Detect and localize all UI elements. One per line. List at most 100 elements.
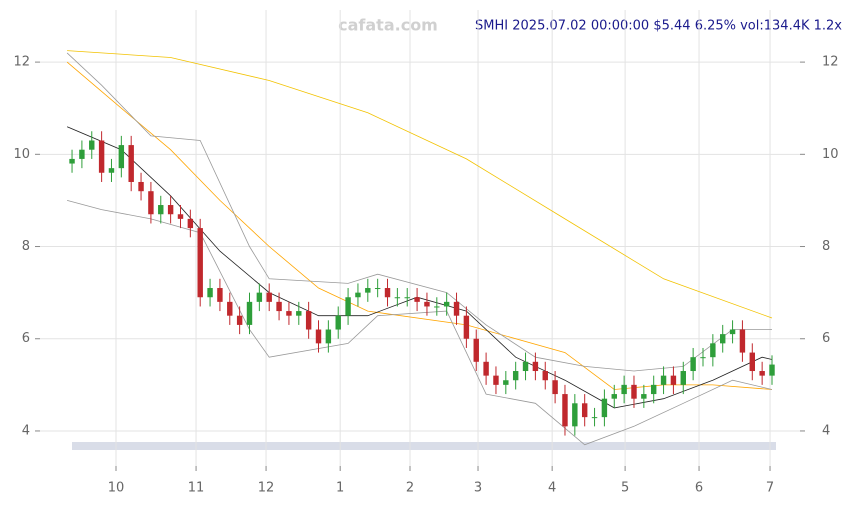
candle-body — [453, 301, 460, 316]
candle-body — [621, 384, 627, 395]
candle-body — [374, 288, 381, 290]
candle-body — [581, 403, 588, 418]
x-tick-label: 3 — [474, 481, 482, 496]
x-tick-label: 10 — [108, 481, 125, 496]
candle-body — [404, 297, 410, 299]
indicator-line — [66, 52, 772, 372]
x-tick-label: 5 — [621, 481, 629, 496]
candle-body — [700, 357, 706, 359]
candle-body — [315, 329, 322, 344]
candle-body — [749, 352, 755, 372]
candle-body — [572, 403, 578, 427]
candle-body — [759, 371, 765, 376]
indicator-line — [66, 126, 773, 409]
x-tick-label: 6 — [695, 481, 703, 496]
candle-body — [729, 329, 736, 335]
candle-body — [286, 311, 292, 316]
candle-body — [394, 297, 401, 299]
candle-body — [296, 311, 302, 316]
candle-body — [148, 191, 154, 215]
candle-body — [118, 145, 125, 169]
indicator-line — [67, 50, 773, 319]
y-tick-label: 12 — [822, 55, 839, 70]
x-tick-label: 2 — [406, 481, 414, 496]
candle-body — [187, 218, 194, 229]
candle-body — [276, 301, 282, 312]
x-tick-label: 4 — [548, 481, 556, 496]
y-tick-label: 6 — [22, 331, 30, 346]
candle-body — [641, 394, 647, 399]
candle-body — [236, 315, 243, 325]
candle-body — [335, 315, 341, 330]
candle-body — [325, 329, 332, 344]
candle-body — [345, 297, 351, 316]
candle-body — [424, 301, 430, 307]
candle-body — [611, 394, 617, 399]
watermark: cafata.com — [338, 16, 438, 35]
candle-body — [463, 315, 470, 339]
candle-body — [79, 149, 85, 159]
x-tick-label: 7 — [766, 481, 774, 496]
candle-body — [69, 158, 75, 164]
candle-body — [710, 343, 716, 358]
candle-body — [207, 288, 213, 298]
candle-body — [355, 292, 361, 298]
y-tick-label: 4 — [822, 423, 830, 438]
candle-body — [434, 306, 440, 308]
candle-body — [197, 228, 203, 298]
y-tick-label: 8 — [22, 239, 30, 254]
candle-body — [660, 375, 667, 385]
candle-body — [217, 288, 223, 302]
indicator-line — [66, 200, 773, 446]
candle-body — [246, 301, 253, 325]
y-tick-label: 10 — [13, 147, 30, 162]
candle-body — [512, 371, 519, 381]
candle-body — [769, 364, 775, 376]
x-tick-label: 12 — [258, 481, 275, 496]
candle-body — [98, 140, 105, 173]
y-tick-label: 6 — [822, 331, 830, 346]
candle-body — [443, 301, 450, 307]
y-tick-label: 10 — [822, 147, 839, 162]
candle-body — [591, 417, 598, 419]
candle-body — [650, 384, 657, 395]
candle-body — [384, 288, 391, 298]
candle-body — [670, 375, 677, 385]
candle-body — [562, 394, 568, 427]
candle-body — [542, 371, 548, 381]
candle-body — [158, 205, 164, 215]
candle-body — [108, 168, 115, 173]
candle-body — [552, 380, 558, 395]
candle-body — [128, 145, 134, 182]
candle-body — [631, 384, 637, 399]
candle-body — [414, 297, 420, 302]
candle-body — [89, 140, 95, 150]
chart-title: SMHI 2025.07.02 00:00:00 $5.44 6.25% vol… — [475, 19, 842, 34]
volume-strip — [72, 442, 776, 450]
y-tick-label: 4 — [22, 423, 30, 438]
candle-body — [138, 181, 144, 192]
y-tick-label: 8 — [822, 239, 830, 254]
candle-body — [266, 292, 272, 302]
candle-body — [601, 398, 608, 418]
candle-body — [177, 214, 184, 219]
candle-body — [719, 334, 726, 344]
candle-body — [739, 329, 746, 353]
candle-body — [493, 375, 499, 385]
candle-body — [227, 301, 233, 316]
x-tick-label: 1 — [336, 481, 344, 496]
candle-body — [690, 357, 696, 372]
candle-body — [483, 361, 489, 376]
candle-body — [365, 288, 371, 293]
candle-body — [680, 371, 686, 385]
indicator-line — [66, 61, 773, 390]
candle-body — [532, 361, 539, 372]
candle-body — [256, 292, 263, 302]
candle-body — [473, 338, 479, 362]
candle-body — [503, 380, 509, 385]
candle-body — [522, 361, 529, 372]
candle-body — [167, 205, 174, 215]
y-tick-label: 12 — [13, 55, 30, 70]
